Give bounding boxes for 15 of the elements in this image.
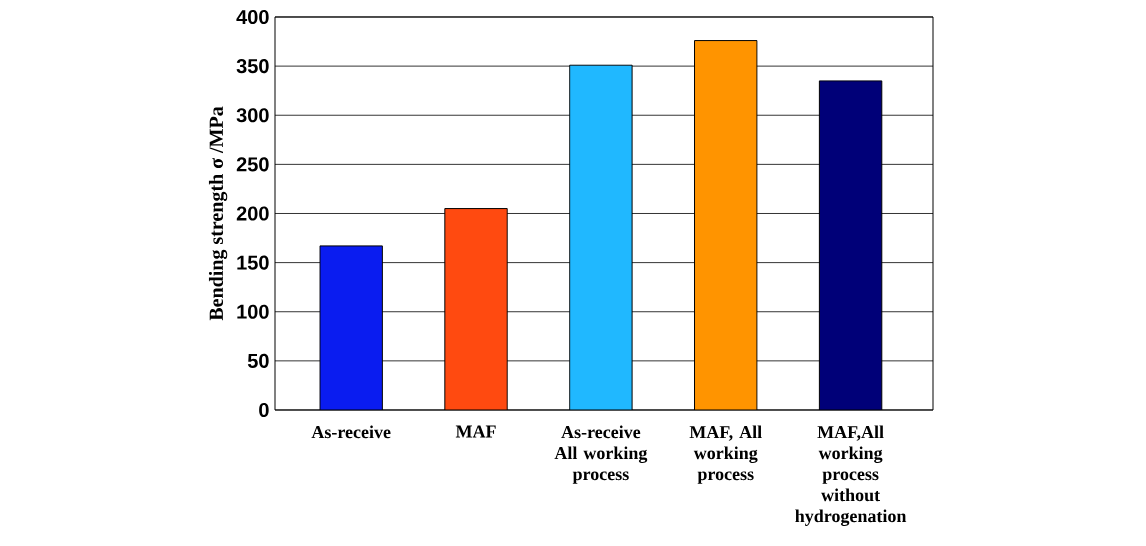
y-tick-label: 200 <box>236 206 269 221</box>
x-tick-label: As-receive All working process <box>554 425 648 484</box>
y-tick-label: 250 <box>236 157 269 172</box>
y-tick-label: 350 <box>236 59 269 74</box>
y-tick-label: 50 <box>247 353 269 368</box>
y-tick-label: 400 <box>236 9 269 25</box>
y-tick-label: 300 <box>236 108 269 123</box>
x-tick-label: MAF,All working process without hydrogenation <box>795 425 907 526</box>
x-tick-label: MAF, All working process <box>689 425 762 484</box>
y-tick-label: 0 <box>259 402 269 418</box>
y-tick-label: 100 <box>237 304 269 319</box>
y-tick-label: 150 <box>237 255 269 270</box>
x-tick-label: As-receive <box>311 425 391 439</box>
x-tick-label: MAF <box>455 425 496 438</box>
y-axis-title: Bending strength σ /MPa <box>208 106 228 321</box>
